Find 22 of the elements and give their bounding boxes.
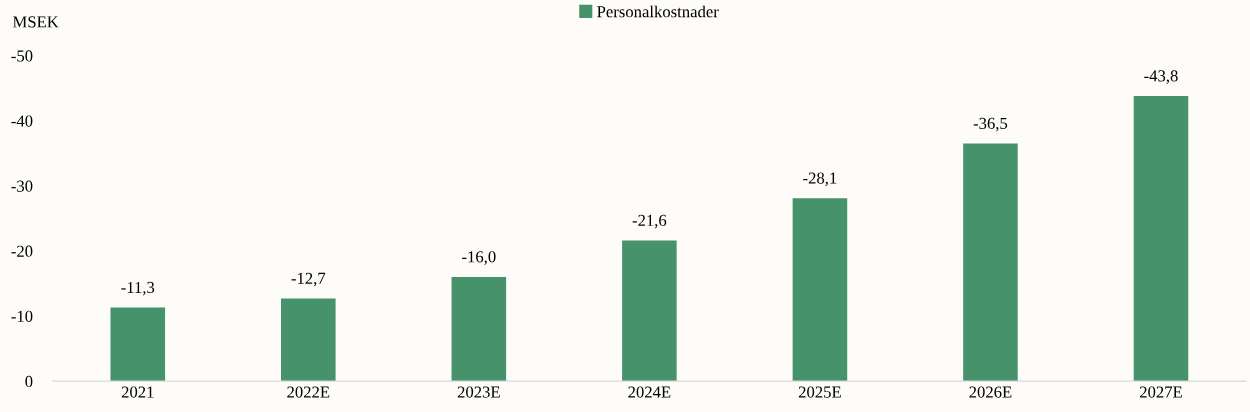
y-tick-label: -10 <box>11 310 33 322</box>
legend-label: Personalkostnader <box>597 5 719 18</box>
data-label: -36,5 <box>973 117 1008 132</box>
data-label: -12,7 <box>291 272 326 287</box>
x-tick-label: 2022E <box>287 386 330 398</box>
x-tick-label: 2025E <box>798 386 841 398</box>
x-tick-label: 2026E <box>969 386 1012 398</box>
y-tick-label: -30 <box>11 180 33 192</box>
x-tick-label: 2027E <box>1139 386 1182 398</box>
data-label: -21,6 <box>632 214 667 229</box>
data-label: -43,8 <box>1144 70 1178 84</box>
x-tick-label: 2023E <box>457 386 500 398</box>
y-axis-title: MSEK <box>12 16 59 28</box>
data-label: -16,0 <box>462 251 496 265</box>
y-tick-label: 0 <box>25 375 33 388</box>
x-tick-label: 2024E <box>628 386 671 398</box>
y-tick-label: -50 <box>11 50 33 62</box>
x-tick-label: 2021 <box>121 386 154 398</box>
data-label: -28,1 <box>803 172 837 187</box>
data-label: -11,3 <box>121 281 155 296</box>
y-tick-label: -40 <box>11 115 33 127</box>
y-tick-label: -20 <box>11 245 33 257</box>
